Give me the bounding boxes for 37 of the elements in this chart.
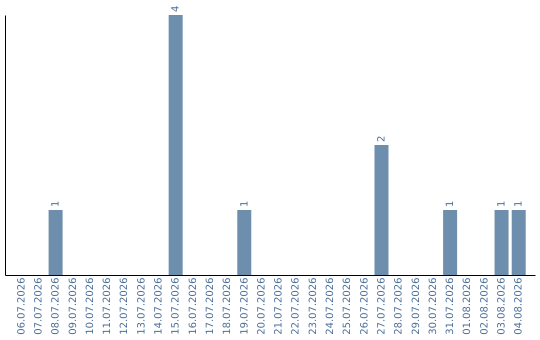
- x-tick-label: 31.07.2026: [445, 278, 456, 335]
- data-label: 1: [50, 200, 62, 207]
- x-tick-label: 23.07.2026: [308, 278, 319, 335]
- x-tick-label: 16.07.2026: [188, 278, 199, 335]
- x-tick-label: 28.07.2026: [394, 278, 405, 335]
- x-tick-label: 08.07.2026: [50, 278, 62, 335]
- x-tick-label: 19.07.2026: [239, 278, 250, 335]
- x-tick-label: 17.07.2026: [204, 278, 216, 335]
- x-tick-label: 04.08.2026: [514, 278, 525, 335]
- x-tick-label: 09.07.2026: [68, 278, 79, 335]
- x-tick-label: 27.07.2026: [376, 278, 388, 335]
- data-label: 1: [445, 200, 456, 207]
- x-tick-label: 20.07.2026: [256, 278, 268, 335]
- x-tick-label: 10.07.2026: [84, 278, 96, 335]
- data-label: 2: [376, 136, 388, 142]
- x-tick-label: 22.07.2026: [290, 278, 302, 335]
- x-tick-label: 01.08.2026: [462, 278, 474, 335]
- x-tick-label: 18.07.2026: [222, 278, 234, 335]
- data-label: 4: [170, 6, 182, 12]
- x-tick-label: 15.07.2026: [170, 278, 182, 335]
- x-tick-label: 21.07.2026: [274, 278, 285, 335]
- x-tick-label: 25.07.2026: [342, 278, 354, 335]
- data-label: 1: [514, 200, 525, 207]
- x-tick-label: 03.08.2026: [496, 278, 508, 335]
- x-tick-label: 07.07.2026: [33, 278, 44, 335]
- x-tick-label: 30.07.2026: [428, 278, 439, 335]
- x-tick-label: 29.07.2026: [410, 278, 422, 335]
- x-tick-label: 24.07.2026: [325, 278, 336, 335]
- x-tick-label: 11.07.2026: [102, 278, 114, 335]
- x-tick-label: 12.07.2026: [119, 278, 130, 335]
- x-tick-label: 06.07.2026: [16, 278, 28, 335]
- data-label: 1: [496, 200, 508, 207]
- data-label: 1: [239, 200, 250, 207]
- x-tick-label: 02.08.2026: [479, 278, 490, 335]
- x-tick-label: 14.07.2026: [154, 278, 165, 335]
- x-tick-label: 13.07.2026: [136, 278, 148, 335]
- x-tick-label: 26.07.2026: [359, 278, 370, 335]
